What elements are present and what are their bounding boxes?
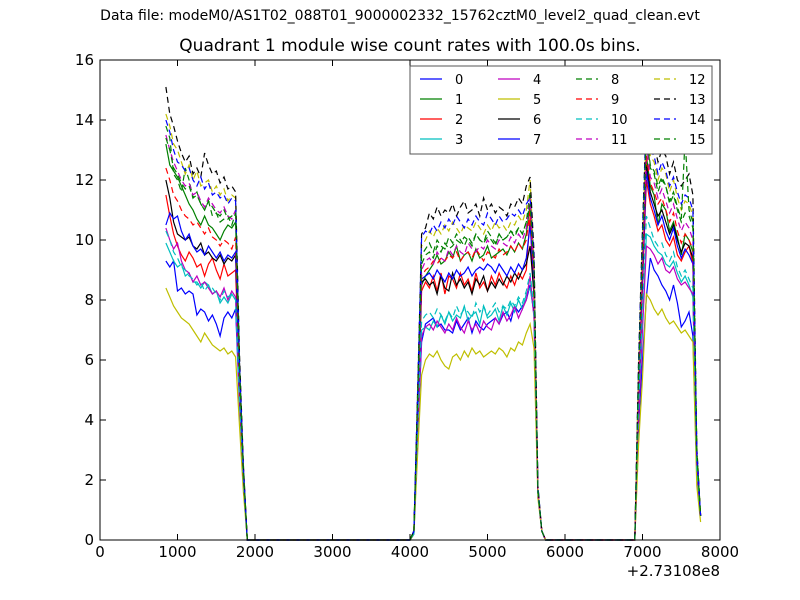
legend-label-6: 6: [533, 113, 541, 128]
legend-label-11: 11: [611, 133, 628, 148]
series-line-8: [165, 125, 702, 541]
legend-label-7: 7: [533, 133, 541, 148]
series-line-12: [165, 113, 702, 541]
chart-suptitle: Data file: modeM0/AS1T02_088T01_90000023…: [100, 8, 700, 24]
series-line-6: [165, 164, 702, 541]
legend-label-0: 0: [455, 73, 463, 88]
chart-title: Quadrant 1 module wise count rates with …: [179, 36, 641, 56]
y-tick-label: 10: [75, 231, 94, 249]
series-line-10: [165, 215, 702, 541]
series-line-2: [165, 179, 702, 541]
legend-label-9: 9: [611, 93, 619, 108]
y-tick-label: 16: [75, 51, 94, 69]
series-line-7: [165, 170, 702, 541]
x-tick-label: 7000: [623, 543, 661, 561]
series-lines: [165, 86, 702, 541]
series-line-13: [165, 86, 702, 541]
legend-box: [409, 65, 713, 155]
series-line-0: [165, 257, 702, 541]
x-axis-offset-label: +2.73108e8: [626, 562, 720, 580]
x-tick-label: 8000: [701, 543, 739, 561]
series-line-1: [165, 143, 702, 541]
x-tick-label: 2000: [236, 543, 274, 561]
x-tick-label: 3000: [313, 543, 351, 561]
x-tick-label: 6000: [546, 543, 584, 561]
x-tick-label: 5000: [468, 543, 506, 561]
legend-label-8: 8: [611, 73, 619, 88]
x-tick-label: 0: [95, 543, 105, 561]
y-tick-label: 2: [84, 471, 94, 489]
ticks: 0 1000 2000 3000 4000 5000 6000 7000 80000246810…: [75, 51, 739, 561]
legend-label-13: 13: [689, 93, 706, 108]
legend-label-4: 4: [533, 73, 541, 88]
legend-label-12: 12: [689, 73, 706, 88]
y-tick-label: 8: [84, 291, 94, 309]
y-tick-label: 12: [75, 171, 94, 189]
series-line-4: [165, 227, 702, 541]
y-tick-label: 14: [75, 111, 94, 129]
x-tick-label: 4000: [391, 543, 429, 561]
legend-label-5: 5: [533, 93, 541, 108]
y-tick-label: 6: [84, 351, 94, 369]
legend-label-15: 15: [689, 133, 706, 148]
series-line-5: [165, 287, 702, 541]
legend-label-3: 3: [455, 133, 463, 148]
x-tick-label: 1000: [158, 543, 196, 561]
legend-label-2: 2: [455, 113, 463, 128]
series-line-11: [165, 134, 702, 541]
y-tick-label: 0: [84, 531, 94, 549]
legend-label-14: 14: [689, 113, 706, 128]
legend-label-10: 10: [611, 113, 628, 128]
series-line-9: [165, 155, 702, 541]
legend-label-1: 1: [455, 93, 463, 108]
series-line-15: [165, 134, 702, 541]
y-tick-label: 4: [84, 411, 94, 429]
